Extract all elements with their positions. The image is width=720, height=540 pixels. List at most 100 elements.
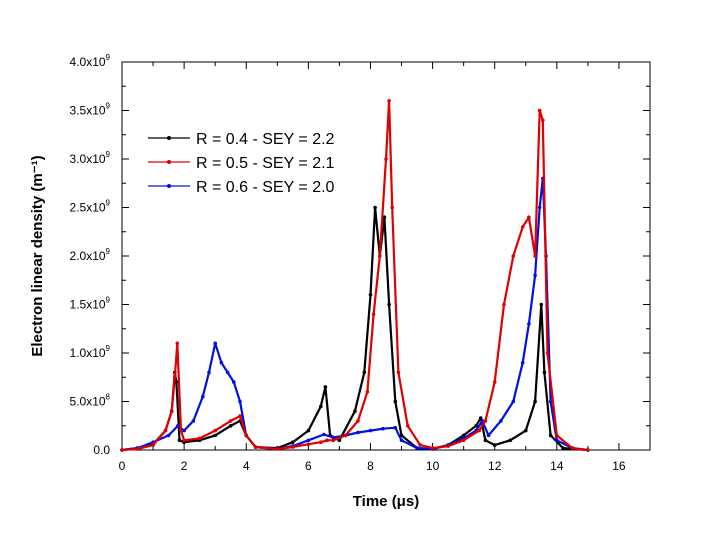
series-line <box>121 177 589 452</box>
data-point <box>393 425 398 430</box>
data-point <box>486 433 491 438</box>
data-point <box>319 404 323 409</box>
x-tick-label: 10 <box>426 459 440 473</box>
legend-label: R = 0.5 - SEY = 2.1 <box>196 155 335 172</box>
data-point <box>399 438 404 443</box>
data-point <box>382 215 387 219</box>
y-tick-label: 1.0x109 <box>70 344 111 360</box>
y-tick-label: 2.0x109 <box>70 247 111 263</box>
data-point <box>541 118 545 122</box>
data-point <box>219 360 224 365</box>
data-point <box>353 409 357 414</box>
x-tick-label: 14 <box>550 459 564 473</box>
data-point <box>213 341 217 346</box>
data-point <box>492 380 497 384</box>
data-point <box>179 428 183 433</box>
data-point <box>527 215 531 219</box>
data-point <box>555 438 559 443</box>
data-point <box>533 254 537 258</box>
data-point <box>253 445 258 449</box>
data-point <box>356 430 360 435</box>
data-point <box>446 444 450 448</box>
data-point <box>393 399 398 404</box>
data-point <box>405 424 410 428</box>
data-point <box>322 432 326 437</box>
data-point <box>418 443 423 447</box>
x-axis-title: Time (μs) <box>353 493 419 510</box>
data-point <box>306 428 311 433</box>
y-tick-labels: 0.0 5.0x108 1.0x109 1.5x109 2.0x109 2.5x109 3.… <box>70 53 111 457</box>
data-point <box>561 446 565 450</box>
data-point <box>570 446 575 450</box>
data-point <box>483 438 488 443</box>
data-point <box>356 419 360 423</box>
data-point <box>343 433 348 438</box>
legend: R = 0.4 - SEY = 2.2 R = 0.5 - SEY = 2.1 R … <box>148 131 335 196</box>
data-point <box>238 414 242 418</box>
legend-marker <box>167 160 171 164</box>
legend-entry: R = 0.5 - SEY = 2.1 <box>148 155 335 172</box>
data-point <box>415 446 419 450</box>
y-tick-label: 1.5x109 <box>70 296 111 312</box>
data-point <box>325 438 329 443</box>
y-axis-title: Electron linear density (m⁻¹) <box>29 155 46 356</box>
legend-entry: R = 0.6 - SEY = 2.0 <box>148 179 335 196</box>
data-point <box>492 443 497 447</box>
legend-marker <box>167 184 171 188</box>
x-tick-label: 12 <box>488 459 502 473</box>
data-point <box>201 394 205 399</box>
data-point <box>213 433 217 438</box>
data-point <box>511 254 516 258</box>
data-point <box>524 428 528 433</box>
series-2 <box>120 99 590 452</box>
legend-label: R = 0.4 - SEY = 2.2 <box>196 131 335 148</box>
data-point <box>238 399 242 404</box>
data-point <box>176 424 180 428</box>
y-tick-label: 2.5x109 <box>70 199 111 215</box>
y-tick-label: 5.0x108 <box>70 393 111 409</box>
data-point <box>331 435 336 440</box>
data-point <box>381 426 385 431</box>
data-point <box>542 370 547 375</box>
data-point <box>502 302 506 307</box>
data-point <box>337 438 342 443</box>
data-point <box>387 302 391 307</box>
data-point <box>163 428 168 433</box>
data-point <box>151 443 155 447</box>
data-point <box>539 302 544 307</box>
data-point <box>166 433 171 438</box>
y-tick-label: 4.0x109 <box>70 53 111 69</box>
data-point <box>225 370 230 375</box>
x-tick-label: 8 <box>367 459 374 473</box>
data-point <box>319 440 323 445</box>
series-3 <box>120 176 590 452</box>
data-point <box>368 428 373 433</box>
legend-marker <box>167 136 171 140</box>
data-point <box>365 390 370 394</box>
data-point <box>474 424 478 428</box>
data-point <box>228 424 233 428</box>
data-point <box>169 409 174 414</box>
data-point <box>548 399 553 404</box>
data-point <box>244 433 248 438</box>
data-point <box>384 157 388 161</box>
data-point <box>387 99 391 103</box>
data-point <box>182 428 186 433</box>
legend-label: R = 0.6 - SEY = 2.0 <box>196 179 335 196</box>
data-point <box>306 438 311 443</box>
data-point <box>275 447 280 451</box>
data-point <box>362 370 367 375</box>
data-point <box>478 416 483 420</box>
legend-entry: R = 0.4 - SEY = 2.2 <box>148 131 335 148</box>
data-point <box>306 442 311 447</box>
data-point <box>228 419 233 423</box>
x-tick-label: 4 <box>243 459 250 473</box>
data-point <box>430 446 435 450</box>
data-point <box>232 380 236 384</box>
series-1 <box>120 205 590 452</box>
data-point <box>480 419 485 423</box>
data-point <box>527 322 531 326</box>
data-point <box>508 438 512 443</box>
data-point <box>373 205 377 210</box>
